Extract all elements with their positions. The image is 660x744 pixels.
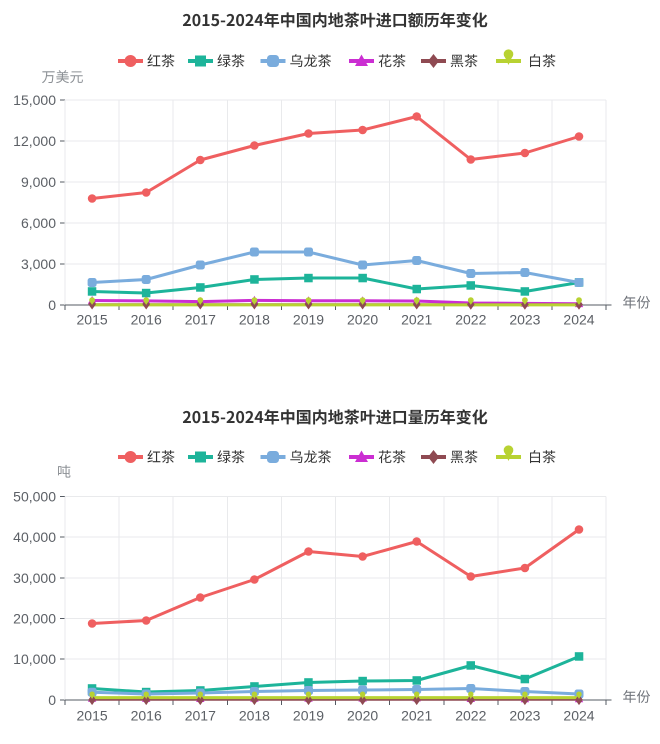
svg-text:2022: 2022	[455, 707, 486, 723]
svg-text:2018: 2018	[239, 311, 270, 327]
svg-text:2022: 2022	[455, 311, 486, 327]
svg-text:0: 0	[48, 692, 56, 708]
svg-text:2021: 2021	[401, 311, 432, 327]
svg-text:40,000: 40,000	[13, 529, 56, 545]
svg-text:2018: 2018	[239, 707, 270, 723]
svg-text:2021: 2021	[401, 707, 432, 723]
svg-text:9,000: 9,000	[21, 174, 56, 190]
svg-text:12,000: 12,000	[13, 133, 56, 149]
svg-text:2020: 2020	[347, 311, 378, 327]
svg-text:15,000: 15,000	[13, 92, 56, 108]
svg-text:6,000: 6,000	[21, 215, 56, 231]
svg-text:2016: 2016	[131, 707, 162, 723]
svg-text:30,000: 30,000	[13, 570, 56, 586]
svg-text:2016: 2016	[131, 311, 162, 327]
svg-text:2015: 2015	[77, 707, 108, 723]
svg-text:50,000: 50,000	[13, 489, 56, 505]
svg-text:20,000: 20,000	[13, 611, 56, 627]
svg-text:2017: 2017	[185, 707, 216, 723]
svg-text:2024: 2024	[563, 311, 594, 327]
svg-text:2019: 2019	[293, 707, 324, 723]
svg-text:2023: 2023	[509, 311, 540, 327]
svg-text:10,000: 10,000	[13, 651, 56, 667]
svg-text:2015: 2015	[77, 311, 108, 327]
svg-text:2020: 2020	[347, 707, 378, 723]
svg-text:2017: 2017	[185, 311, 216, 327]
svg-text:2024: 2024	[563, 707, 594, 723]
svg-text:0: 0	[48, 297, 56, 313]
svg-text:3,000: 3,000	[21, 256, 56, 272]
svg-text:2019: 2019	[293, 311, 324, 327]
svg-text:2023: 2023	[509, 707, 540, 723]
